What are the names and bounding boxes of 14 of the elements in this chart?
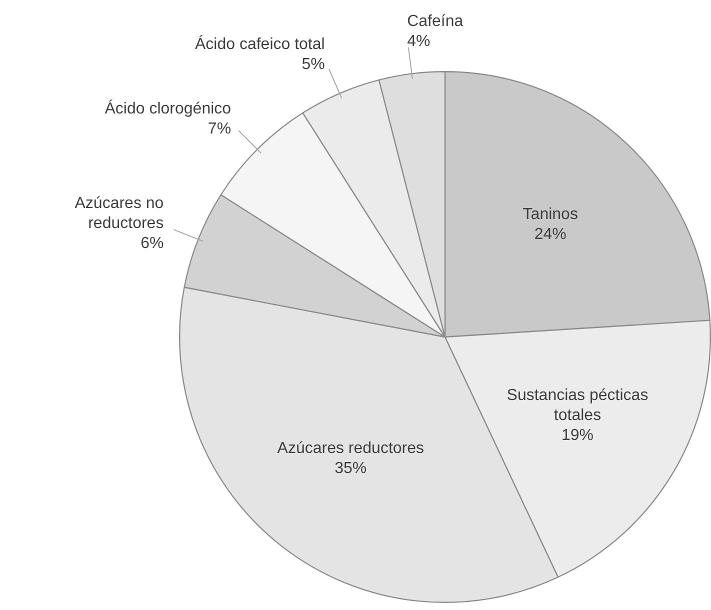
data-label: 4% (407, 32, 430, 50)
slice-label: Ácido clorogénico (104, 100, 232, 118)
slice-label: Sustancias pécticas totales (506, 386, 648, 424)
data-label: 24% (534, 226, 566, 244)
slice-label: Cafeína (407, 12, 464, 30)
data-label: 5% (302, 56, 325, 73)
slice-label: Ácido cafeico total (194, 34, 325, 53)
data-label: 7% (208, 120, 232, 138)
slice-label: Taninos (522, 206, 578, 224)
data-label: 35% (334, 460, 367, 478)
slice-label: Azúcares no reductores (74, 195, 164, 232)
slice-label: Azúcares reductores (277, 440, 424, 458)
data-label: 19% (561, 426, 594, 444)
data-label: 6% (140, 235, 164, 252)
